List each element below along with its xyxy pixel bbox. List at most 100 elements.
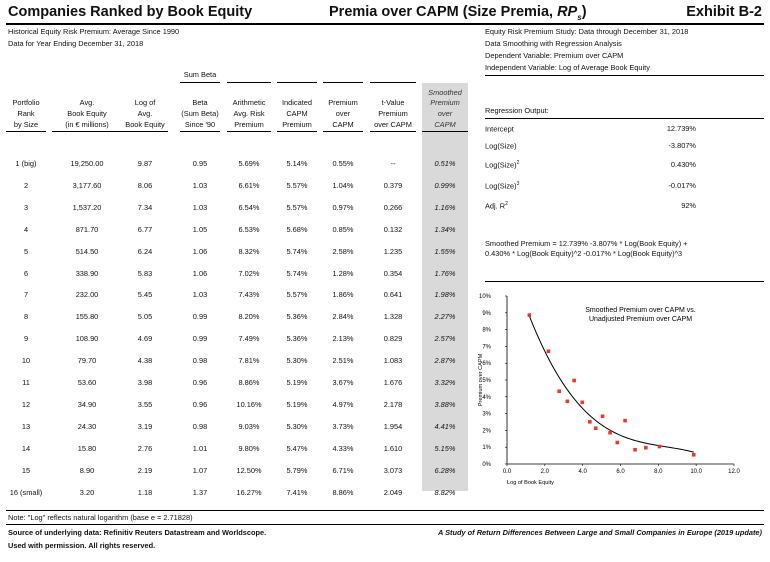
data-point [633,447,637,452]
regression-label: Log(Size) [485,141,517,151]
cell-beta: 1.05 [192,224,208,234]
cell-capm: 5.19% [286,399,308,409]
cell-book: 155.80 [75,312,99,322]
cell-capm: 5.36% [286,334,308,344]
data-point [546,349,551,354]
cell-prem: 2.84% [332,312,354,322]
cell-capm: 5.14% [286,159,308,168]
cell-log: 4.69 [137,334,153,344]
data-point [644,445,648,450]
cell-arith: 9.80% [238,443,260,453]
cell-prem: 6.71% [332,465,354,475]
cell-rank: 1 (big) [15,159,37,168]
cell-capm: 5.68% [286,224,308,234]
cell-prem: 3.67% [332,378,354,387]
y-tick-label: 0% [482,462,491,468]
cell-log: 5.45 [137,290,153,300]
chart-section-title: Premia over CAPM (Size Premia, RPs) [329,4,587,22]
cell-beta: 1.37 [192,487,208,497]
info-erp: Historical Equity Risk Premium: Average … [8,27,180,36]
header-sum-beta-top: Sum Beta [183,70,217,79]
regression-value: 12.739% [666,124,696,133]
cell-arith: 7.81% [238,356,260,366]
header-premium-line: CAPM [332,120,354,129]
footer-permission: Used with permission. All rights reserve… [8,541,156,550]
cell-book: 514.50 [75,246,99,256]
header-beta-line: Beta [192,98,208,107]
cell-prem: 2.51% [332,356,354,366]
cell-smooth: 1.16% [434,202,456,212]
cell-book: 1,537.20 [72,202,102,212]
cell-rank: 12 [21,399,31,409]
cell-book: 3,177.60 [72,180,102,190]
cell-arith: 9.03% [238,421,260,431]
cell-beta: 0.98 [192,356,208,366]
cell-capm: 5.57% [286,290,308,300]
cell-capm: 7.41% [286,487,308,497]
x-tick-label: 12.0 [728,469,740,475]
y-axis-label: Premium over CAPM [478,353,484,406]
cell-log: 9.87 [137,159,153,168]
cell-beta: 1.06 [192,246,208,256]
exhibit-label: Exhibit B-2 [686,4,762,20]
header-arithmetic-line: Arithmetic [232,98,266,107]
cell-capm: 5.74% [286,246,308,256]
y-tick-label: 7% [482,344,491,350]
cell-tval: 0.379 [383,180,403,190]
cell-log: 4.38 [137,356,153,366]
cell-book: 108.90 [75,334,99,344]
y-tick-label: 5% [482,378,491,384]
x-axis-label: Log of Book Equity [507,480,554,486]
cell-capm: 5.74% [286,268,308,278]
cell-log: 3.98 [137,378,153,387]
cell-tval: 3.073 [383,465,403,475]
cell-rank: 2 [23,180,29,190]
data-point [593,426,598,431]
cell-rank: 14 [21,443,31,453]
cell-log: 3.19 [137,421,153,431]
y-tick-label: 9% [482,311,491,317]
y-tick-label: 1% [482,445,491,451]
cell-beta: 0.99 [192,312,208,322]
header-capm-line: Indicated [282,98,312,107]
cell-rank: 9 [23,334,29,344]
regression-value: 0.430% [670,160,696,169]
cell-tval: 2.178 [383,399,403,409]
cell-log: 5.05 [137,312,153,322]
header-arithmetic-line: Premium [234,120,264,129]
cell-smooth: 1.55% [434,246,456,256]
cell-book: 338.90 [75,268,99,278]
cell-tval: 0.641 [383,290,403,300]
cell-capm: 5.30% [286,421,308,431]
y-tick-label: 2% [482,428,491,434]
header-capm-line: CAPM [286,109,308,118]
x-tick-label: 6.0 [616,469,625,475]
cell-capm: 5.57% [286,180,308,190]
cell-arith: 7.02% [238,268,260,278]
cell-beta: 1.07 [192,465,208,475]
cell-prem: 2.58% [332,246,354,256]
cell-prem: 3.73% [332,421,354,431]
y-tick-label: 4% [482,395,491,401]
header-smoothed-line: CAPM [434,120,456,129]
cell-book: 15.80 [77,443,97,453]
header-arithmetic-line: Avg. Risk [233,109,265,118]
cell-arith: 8.20% [238,312,260,322]
cell-log: 3.55 [137,399,153,409]
cell-rank: 3 [23,202,29,212]
cell-tval: 1.610 [383,443,403,453]
cell-arith: 16.27% [236,487,262,497]
cell-tval: 0.132 [383,224,403,234]
cell-arith: 6.54% [238,202,260,212]
data-point [657,444,662,449]
cell-arith: 6.61% [238,180,260,190]
cell-prem: 4.97% [332,399,354,409]
cell-tval: 1.083 [383,356,403,366]
info-independent: Independent Variable: Log of Average Boo… [485,63,650,72]
cell-tval: 0.266 [383,202,403,212]
x-tick-label: 4.0 [578,469,587,475]
data-point [588,420,592,424]
cell-tval: 0.829 [383,334,403,344]
cell-arith: 7.43% [238,290,260,300]
cell-rank: 15 [21,465,31,475]
